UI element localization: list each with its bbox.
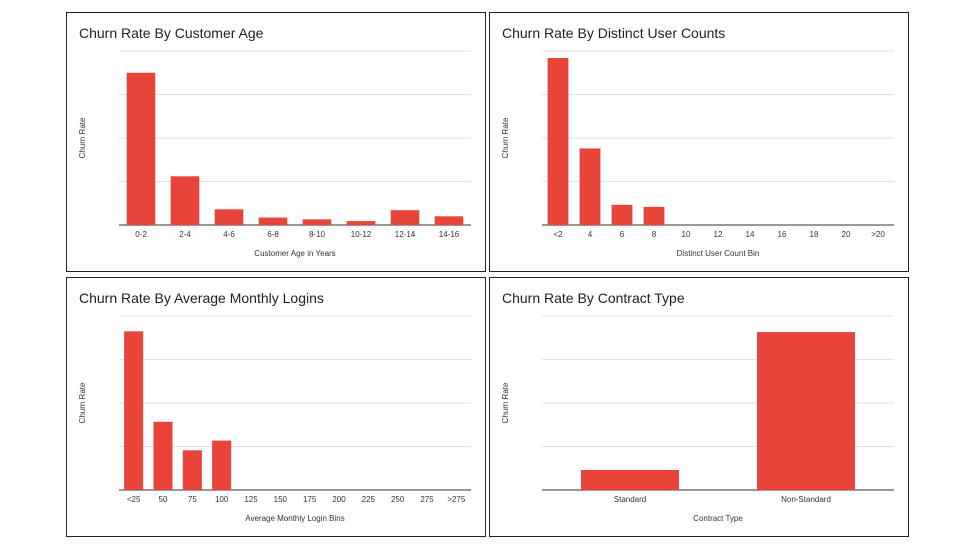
bar <box>258 217 288 225</box>
x-axis-label: Contract Type <box>693 514 743 523</box>
x-tick-label: 75 <box>188 495 197 504</box>
x-tick-label: 175 <box>303 495 317 504</box>
chart-svg: Churn Rate By Contract Type Standard Non-S… <box>501 290 894 523</box>
x-tick-label: 12-14 <box>395 230 416 239</box>
chart-panel-distinct-user-counts: Churn Rate By Distinct User Counts <2 4 6 8 1… <box>489 12 909 272</box>
x-axis-label: Average Monthly Login Bins <box>245 514 344 523</box>
x-tick-label: 20 <box>842 230 851 239</box>
bar <box>126 72 156 225</box>
chart-svg: Churn Rate By Average Monthly Logins <25 5… <box>78 290 471 523</box>
x-tick-label: 4 <box>588 230 593 239</box>
chart-title: Churn Rate By Average Monthly Logins <box>79 290 324 306</box>
y-axis-label: Churn Rate <box>501 382 510 423</box>
x-tick-label: <2 <box>553 230 563 239</box>
x-tick-label: 18 <box>810 230 819 239</box>
bar <box>212 440 232 490</box>
y-axis-label: Churn Rate <box>78 382 87 423</box>
bar <box>643 206 665 225</box>
x-tick-label: 10-12 <box>351 230 372 239</box>
x-tick-label: 12 <box>714 230 723 239</box>
x-tick-label: 16 <box>778 230 787 239</box>
y-axis-label: Churn Rate <box>501 117 510 158</box>
chart-panel-customer-age: Churn Rate By Customer Age 0-2 2-4 4-6 6-8 8-… <box>66 12 486 272</box>
x-tick-label: 150 <box>274 495 288 504</box>
chart-panel-contract-type: Churn Rate By Contract Type Standard Non-S… <box>489 277 909 537</box>
x-tick-label: 4-6 <box>223 230 235 239</box>
x-tick-label: 50 <box>159 495 168 504</box>
x-tick-label: 6-8 <box>267 230 279 239</box>
chart-svg: Churn Rate By Customer Age 0-2 2-4 4-6 6-8 8-… <box>78 25 471 258</box>
x-tick-label: 10 <box>682 230 691 239</box>
x-axis-label: Customer Age in Years <box>254 249 335 258</box>
x-tick-label: 8 <box>652 230 657 239</box>
chart-svg: Churn Rate By Distinct User Counts <2 4 6 8 1… <box>501 25 894 258</box>
bar <box>346 221 376 225</box>
bar <box>302 219 332 225</box>
x-tick-label: >20 <box>871 230 885 239</box>
x-tick-label: 100 <box>215 495 229 504</box>
chart-title: Churn Rate By Contract Type <box>502 290 685 306</box>
x-tick-label: 2-4 <box>179 230 191 239</box>
bar <box>124 331 144 490</box>
x-tick-label: 6 <box>620 230 625 239</box>
x-axis-label: Distinct User Count Bin <box>677 249 760 258</box>
x-tick-label: <25 <box>127 495 141 504</box>
x-tick-label: 0-2 <box>135 230 147 239</box>
bar <box>611 204 633 225</box>
bar <box>579 148 601 225</box>
x-tick-label: 14-16 <box>439 230 460 239</box>
x-tick-label: 275 <box>420 495 434 504</box>
bar <box>757 332 855 490</box>
bar <box>214 209 244 225</box>
y-axis-label: Churn Rate <box>78 117 87 158</box>
bar <box>547 57 569 226</box>
chart-title: Churn Rate By Distinct User Counts <box>502 25 725 41</box>
bar <box>170 176 200 225</box>
chart-panel-average-monthly-logins: Churn Rate By Average Monthly Logins <25 5… <box>66 277 486 537</box>
chart-title: Churn Rate By Customer Age <box>79 25 264 41</box>
x-tick-label: Non-Standard <box>781 495 831 504</box>
bar <box>153 421 173 490</box>
x-tick-label: >275 <box>447 495 466 504</box>
bar <box>182 450 202 490</box>
x-tick-label: 225 <box>362 495 376 504</box>
bar <box>434 216 464 225</box>
x-tick-label: 8-10 <box>309 230 326 239</box>
x-tick-label: Standard <box>614 495 646 504</box>
x-tick-label: 125 <box>244 495 258 504</box>
x-tick-label: 200 <box>332 495 346 504</box>
x-tick-label: 14 <box>746 230 755 239</box>
x-tick-label: 250 <box>391 495 405 504</box>
bar <box>581 469 679 490</box>
bar <box>390 210 420 225</box>
